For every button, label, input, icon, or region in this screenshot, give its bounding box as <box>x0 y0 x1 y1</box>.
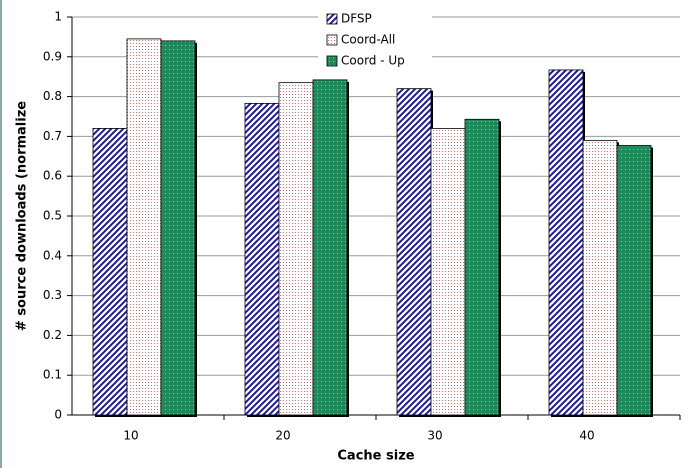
legend-swatch <box>326 13 338 25</box>
bar <box>430 128 466 416</box>
y-tick-label: 1 <box>54 10 62 24</box>
y-tick-label: 0.9 <box>43 49 62 63</box>
x-tick-label: 30 <box>427 429 442 443</box>
y-tick-label: 0.4 <box>43 248 62 262</box>
bar <box>616 145 652 416</box>
y-tick-label: 0.7 <box>43 129 62 143</box>
y-axis-title: # source downloads (normalize <box>15 101 30 331</box>
y-tick-label: 0.2 <box>43 328 62 342</box>
bar <box>126 38 162 416</box>
bar <box>548 69 584 416</box>
x-axis-title: Cache size <box>337 449 414 464</box>
bar <box>92 128 128 416</box>
y-tick-label: 0.3 <box>43 288 62 302</box>
legend-swatch <box>326 34 338 46</box>
legend-label: DFSP <box>341 12 372 26</box>
y-tick-label: 0.6 <box>43 169 62 183</box>
x-tick-label: 40 <box>579 429 594 443</box>
bar <box>312 79 348 416</box>
y-tick-label: 0 <box>54 408 62 422</box>
bar <box>278 82 314 416</box>
legend-label: Coord-All <box>341 33 395 47</box>
bar <box>464 118 500 416</box>
x-tick-label: 10 <box>123 429 138 443</box>
bar <box>244 102 280 416</box>
x-tick-label: 20 <box>275 429 290 443</box>
y-tick-label: 0.8 <box>43 89 62 103</box>
legend-swatch <box>326 55 338 67</box>
bar <box>582 139 618 416</box>
y-tick-label: 0.1 <box>43 368 62 382</box>
y-tick-label: 0.5 <box>43 209 62 223</box>
legend-label: Coord - Up <box>341 54 405 68</box>
bar <box>160 40 196 416</box>
bar <box>396 88 432 416</box>
